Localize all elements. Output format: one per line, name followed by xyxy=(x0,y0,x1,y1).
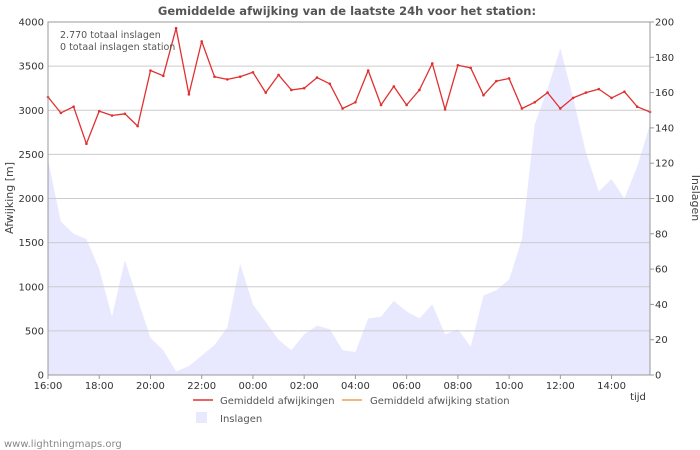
afwijking-point xyxy=(533,101,537,104)
afwijking-point xyxy=(290,88,293,92)
afwijking-point xyxy=(469,66,472,70)
x-tick-label: 16:00 xyxy=(34,381,63,392)
y2-tick-label: 80 xyxy=(655,229,668,240)
legend-label-station: Gemiddeld afwijking station xyxy=(370,396,510,407)
afwijking-point xyxy=(149,69,152,72)
afwijking-point xyxy=(418,88,421,92)
afwijking-point xyxy=(546,91,549,94)
afwijking-point xyxy=(110,114,114,117)
x-tick-label: 08:00 xyxy=(443,381,472,392)
y-tick-label: 1000 xyxy=(19,282,44,293)
y-tick-label: 2000 xyxy=(19,194,44,205)
afwijking-point xyxy=(238,75,242,79)
afwijking-point xyxy=(610,96,613,100)
afwijking-point xyxy=(392,85,396,88)
afwijking-point xyxy=(213,75,216,79)
y-tick-label: 3000 xyxy=(19,106,44,117)
afwijking-point xyxy=(136,124,139,128)
x-tick-label: 06:00 xyxy=(392,381,421,392)
x-tick-label: 20:00 xyxy=(136,381,165,392)
afwijking-point xyxy=(507,77,511,80)
afwijking-point xyxy=(430,62,434,65)
legend-label-afwijkingen: Gemiddeld afwijkingen xyxy=(220,396,335,407)
afwijking-point xyxy=(187,93,191,96)
afwijking-point xyxy=(443,108,447,111)
inslagen-area-layer xyxy=(48,48,650,375)
afwijking-point xyxy=(72,105,75,109)
afwijking-point xyxy=(584,91,588,94)
x-tick-label: 12:00 xyxy=(546,381,575,392)
inslagen-area xyxy=(48,48,650,375)
afwijking-line xyxy=(47,27,651,145)
y-tick-label: 3500 xyxy=(19,62,44,73)
afwijking-point xyxy=(341,107,344,110)
x-tick-label: 18:00 xyxy=(85,381,114,392)
afwijking-point xyxy=(405,103,408,107)
afwijking-point xyxy=(635,105,639,109)
afwijking-point xyxy=(123,112,127,116)
x-tick-label: 04:00 xyxy=(341,381,370,392)
right-axis-ticks: 0 20 40 60 80 100 120 140 160 180 200 xyxy=(650,18,674,382)
y-tick-label: 500 xyxy=(25,326,44,337)
afwijking-point xyxy=(494,79,498,83)
y2-tick-label: 140 xyxy=(655,123,674,134)
x-tick-label: 02:00 xyxy=(290,381,319,392)
afwijking-point xyxy=(623,90,626,94)
y-tick-label: 4000 xyxy=(19,18,44,29)
y2-tick-label: 100 xyxy=(655,194,674,205)
x-axis-ticks: 16:00 18:00 20:00 22:00 00:00 02:00 04:00 06:00… xyxy=(34,375,626,392)
afwijking-point xyxy=(59,111,63,115)
y-tick-label: 0 xyxy=(38,371,44,382)
afwijking-point xyxy=(97,109,101,113)
afwijking-point xyxy=(200,40,204,43)
afwijking-line-layer xyxy=(46,26,652,146)
x-tick-label: 00:00 xyxy=(239,381,268,392)
x-tick-label: 10:00 xyxy=(495,381,524,392)
afwijking-point xyxy=(559,107,562,110)
afwijking-point xyxy=(264,91,268,94)
x-tick-label: 22:00 xyxy=(187,381,216,392)
y2-tick-label: 200 xyxy=(655,18,674,29)
y2-tick-label: 60 xyxy=(655,265,668,276)
afwijking-point xyxy=(597,87,601,91)
station-strikes-annotation: 0 totaal inslagen station xyxy=(60,42,175,53)
afwijking-point xyxy=(328,82,332,86)
afwijking-point xyxy=(251,71,255,74)
legend-label-inslagen: Inslagen xyxy=(220,414,262,425)
y-axis-title: Afwijking [m] xyxy=(3,162,16,234)
chart-title: Gemiddelde afwijking van de laatste 24h … xyxy=(158,4,536,18)
afwijking-point xyxy=(161,74,165,78)
y2-tick-label: 180 xyxy=(655,53,674,64)
afwijking-point xyxy=(315,76,319,79)
y2-tick-label: 20 xyxy=(655,335,668,346)
afwijking-point xyxy=(302,86,306,90)
y-tick-label: 1500 xyxy=(19,238,44,249)
y2-tick-label: 160 xyxy=(655,88,674,99)
legend: Gemiddeld afwijkingen Gemiddeld afwijkin… xyxy=(193,396,510,425)
afwijking-point xyxy=(277,73,280,77)
y-tick-label: 2500 xyxy=(19,150,44,161)
y2-tick-label: 120 xyxy=(655,159,674,170)
x-axis-title: tijd xyxy=(630,392,646,403)
legend-swatch-inslagen xyxy=(196,412,207,423)
left-axis-ticks: 0 500 1000 1500 2000 2500 3000 3500 4000 xyxy=(19,18,44,382)
afwijking-point xyxy=(174,26,178,30)
afwijking-point xyxy=(456,63,460,67)
afwijking-point xyxy=(85,142,88,146)
y2-tick-label: 40 xyxy=(655,300,668,311)
y2-tick-label: 0 xyxy=(655,371,661,382)
afwijking-point xyxy=(520,107,524,110)
x-tick-label: 14:00 xyxy=(597,381,626,392)
afwijking-point xyxy=(379,103,383,107)
afwijking-point xyxy=(226,78,229,81)
footer-site: www.lightningmaps.org xyxy=(4,439,122,450)
afwijking-point xyxy=(366,69,370,72)
afwijking-point xyxy=(482,93,485,97)
y2-axis-title: Inslagen xyxy=(689,175,700,221)
total-strikes-annotation: 2.770 totaal inslagen xyxy=(60,30,161,41)
afwijking-point xyxy=(571,96,575,100)
afwijking-point xyxy=(354,101,357,104)
